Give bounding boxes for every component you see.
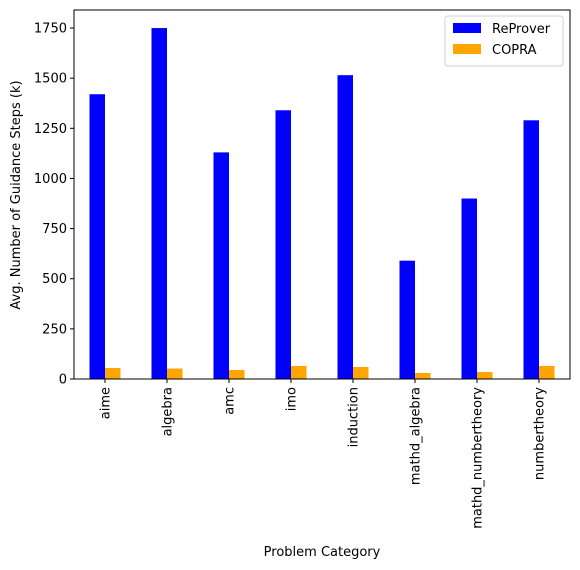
- bar-reprover-mathd-algebra: [399, 260, 415, 379]
- y-tick-label: 1750: [34, 22, 67, 37]
- y-axis-title: Avg. Number of Guidance Steps (k): [9, 80, 24, 309]
- y-tick-label: 1000: [34, 172, 67, 187]
- bar-copra-induction: [353, 366, 369, 379]
- bar-reprover-induction: [337, 75, 353, 379]
- bar-copra-algebra: [167, 368, 183, 379]
- legend-swatch-copra: [453, 44, 481, 54]
- legend-label-reprover: ReProver: [492, 22, 551, 37]
- legend-label-copra: COPRA: [492, 43, 537, 58]
- bar-copra-imo: [291, 365, 307, 379]
- x-tick-label: mathd_numbertheory: [471, 387, 486, 529]
- y-tick-label: 500: [42, 272, 67, 287]
- plot-frame: [73, 9, 571, 380]
- x-tick-label: mathd_algebra: [409, 387, 424, 485]
- bar-reprover-imo: [275, 110, 291, 380]
- bar-reprover-mathd-numbertheory: [461, 198, 477, 379]
- bar-copra-mathd-numbertheory: [477, 371, 493, 379]
- bar-copra-mathd-algebra: [415, 372, 431, 379]
- x-tick-label: imo: [285, 387, 300, 411]
- legend-swatch-reprover: [453, 23, 481, 33]
- x-tick-label: aime: [99, 387, 114, 419]
- x-axis-title: Problem Category: [264, 545, 381, 560]
- bar-reprover-algebra: [151, 28, 167, 379]
- y-axis-ticks: 0 250 500 750 1000 1250 1500 1750: [34, 22, 74, 388]
- bar-reprover-aime: [89, 94, 105, 379]
- x-tick-label: induction: [347, 387, 362, 447]
- y-tick-label: 750: [42, 222, 67, 237]
- y-tick-label: 1500: [34, 72, 67, 87]
- bar-copra-numbertheory: [539, 365, 555, 379]
- legend: ReProver COPRA: [444, 15, 564, 67]
- bar-reprover-amc: [213, 152, 229, 379]
- y-tick-label: 1250: [34, 122, 67, 137]
- x-axis-ticks: aime algebra amc imo induction mathd_algebra m…: [99, 379, 548, 529]
- bar-copra-amc: [229, 369, 245, 379]
- y-tick-label: 250: [42, 322, 67, 337]
- y-tick-label: 0: [59, 373, 67, 388]
- bars-layer: [89, 28, 555, 380]
- x-tick-label: numbertheory: [533, 387, 548, 480]
- x-tick-label: amc: [223, 387, 238, 415]
- x-tick-label: algebra: [161, 387, 176, 436]
- bar-copra-aime: [105, 367, 121, 379]
- bar-reprover-numbertheory: [523, 120, 539, 379]
